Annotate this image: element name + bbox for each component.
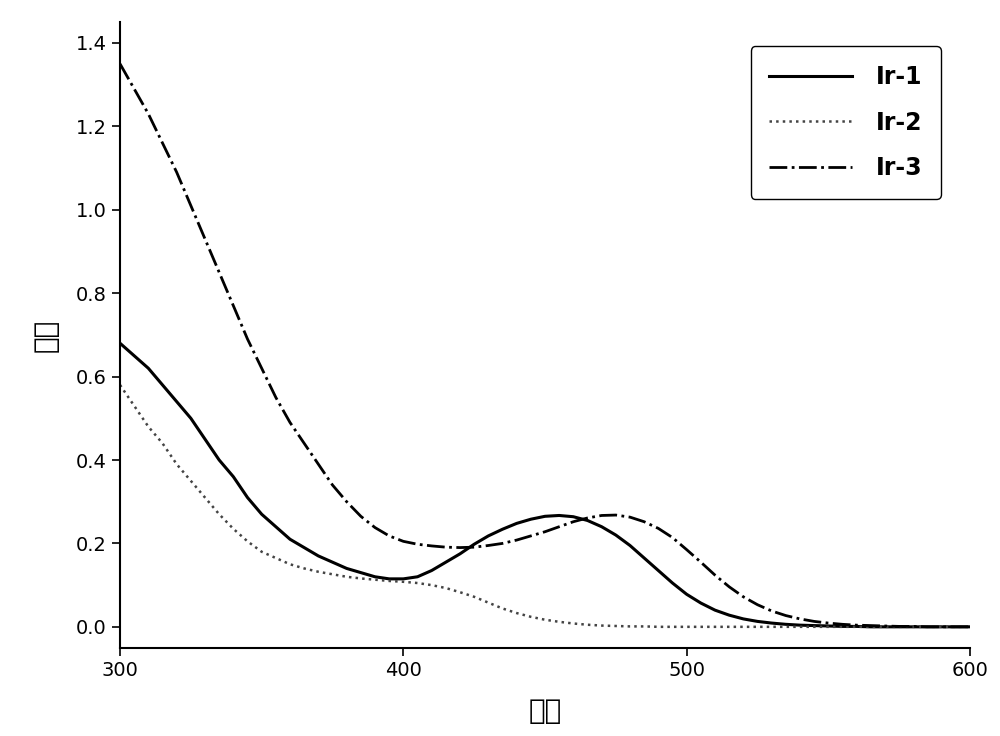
Ir-2 — [284, 560, 296, 569]
Ir-2 — [624, 622, 636, 631]
Ir-2 — [114, 381, 126, 389]
Line: Ir-1: Ir-1 — [120, 343, 970, 627]
Ir-3 — [567, 517, 579, 526]
Ir-2 — [964, 623, 976, 631]
Ir-1 — [412, 573, 424, 581]
X-axis label: 纳米: 纳米 — [528, 696, 562, 724]
Ir-1 — [284, 535, 296, 544]
Ir-3 — [624, 513, 636, 522]
Line: Ir-2: Ir-2 — [120, 385, 970, 627]
Ir-3 — [851, 620, 863, 629]
Ir-2 — [567, 619, 579, 628]
Ir-1 — [964, 623, 976, 631]
Ir-3 — [312, 460, 324, 469]
Ir-2 — [652, 623, 664, 631]
Ir-2 — [865, 623, 877, 631]
Ir-3 — [922, 623, 934, 631]
Ir-1 — [851, 622, 863, 631]
Ir-2 — [412, 578, 424, 587]
Ir-3 — [412, 539, 424, 548]
Line: Ir-3: Ir-3 — [120, 64, 970, 627]
Ir-2 — [312, 567, 324, 576]
Ir-3 — [284, 418, 296, 427]
Ir-3 — [114, 60, 126, 68]
Ir-1 — [624, 541, 636, 550]
Ir-1 — [567, 512, 579, 521]
Ir-1 — [312, 551, 324, 560]
Ir-1 — [865, 623, 877, 631]
Ir-1 — [114, 339, 126, 347]
Legend: Ir-1, Ir-2, Ir-3: Ir-1, Ir-2, Ir-3 — [751, 46, 941, 199]
Ir-3 — [964, 623, 976, 631]
Y-axis label: 波长: 波长 — [31, 318, 59, 352]
